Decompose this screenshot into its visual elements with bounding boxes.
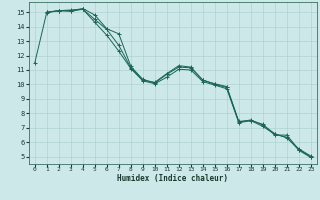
X-axis label: Humidex (Indice chaleur): Humidex (Indice chaleur)	[117, 174, 228, 183]
